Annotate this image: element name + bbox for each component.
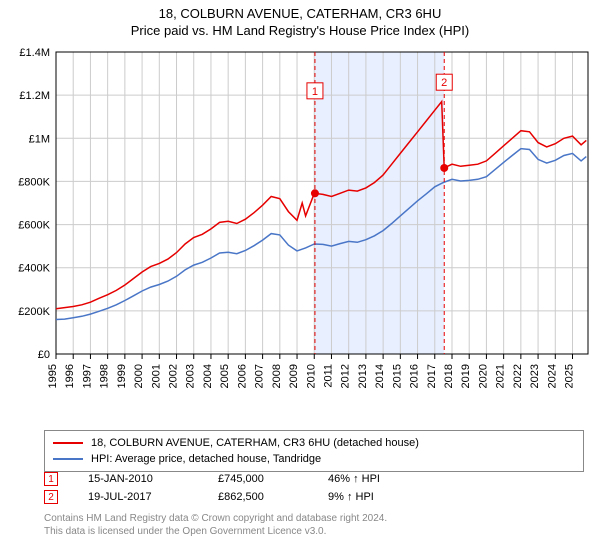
svg-text:2003: 2003	[185, 364, 197, 388]
chart-svg: £0 £200K £400K £600K £800K £1M £1.2M £1.4M 1995 1…	[8, 44, 592, 424]
svg-text:1996: 1996	[64, 364, 76, 388]
transaction-price-2: £862,500	[218, 491, 328, 503]
svg-text:2008: 2008	[271, 364, 283, 388]
transaction-pct-1: 46% ↑ HPI	[328, 473, 448, 485]
title-address: 18, COLBURN AVENUE, CATERHAM, CR3 6HU	[0, 6, 600, 21]
title-block: 18, COLBURN AVENUE, CATERHAM, CR3 6HU Pr…	[0, 0, 600, 38]
svg-text:2021: 2021	[495, 364, 507, 388]
svg-text:2006: 2006	[236, 364, 248, 388]
svg-text:2025: 2025	[564, 364, 576, 388]
transaction-row-2: 2 19-JUL-2017 £862,500 9% ↑ HPI	[44, 488, 584, 506]
svg-text:2000: 2000	[133, 364, 145, 388]
svg-text:£1.4M: £1.4M	[19, 47, 50, 59]
svg-text:2010: 2010	[305, 364, 317, 388]
transaction-marker-2-num: 2	[48, 492, 54, 503]
svg-text:2: 2	[441, 77, 447, 89]
svg-text:1997: 1997	[81, 364, 93, 388]
svg-text:1: 1	[312, 86, 318, 98]
transactions-table: 1 15-JAN-2010 £745,000 46% ↑ HPI 2 19-JU…	[44, 470, 584, 506]
svg-text:2007: 2007	[254, 364, 266, 388]
svg-text:2017: 2017	[426, 364, 438, 388]
svg-text:2023: 2023	[529, 364, 541, 388]
svg-text:2004: 2004	[202, 364, 214, 388]
transaction-date-1: 15-JAN-2010	[88, 473, 218, 485]
svg-text:£0: £0	[38, 349, 50, 361]
transaction-row-1: 1 15-JAN-2010 £745,000 46% ↑ HPI	[44, 470, 584, 488]
svg-text:2009: 2009	[288, 364, 300, 388]
svg-text:2002: 2002	[168, 364, 180, 388]
footnote-line2: This data is licensed under the Open Gov…	[44, 525, 584, 538]
svg-text:£1.2M: £1.2M	[19, 90, 50, 102]
svg-text:2015: 2015	[391, 364, 403, 388]
svg-text:2012: 2012	[340, 364, 352, 388]
transaction-marker-1-num: 1	[48, 474, 54, 485]
svg-text:2016: 2016	[409, 364, 421, 388]
svg-text:2011: 2011	[322, 364, 334, 388]
svg-text:1995: 1995	[47, 364, 59, 388]
svg-text:2019: 2019	[460, 364, 472, 388]
svg-text:2014: 2014	[374, 364, 386, 388]
svg-text:£600K: £600K	[18, 220, 50, 232]
footnote: Contains HM Land Registry data © Crown c…	[44, 512, 584, 538]
legend-label-property: 18, COLBURN AVENUE, CATERHAM, CR3 6HU (d…	[91, 437, 419, 449]
transaction-date-2: 19-JUL-2017	[88, 491, 218, 503]
svg-text:1998: 1998	[99, 364, 111, 388]
legend-swatch-property	[53, 442, 83, 444]
transaction-marker-2: 2	[44, 490, 58, 504]
legend-box: 18, COLBURN AVENUE, CATERHAM, CR3 6HU (d…	[44, 430, 584, 472]
legend-label-hpi: HPI: Average price, detached house, Tand…	[91, 453, 321, 465]
legend-row-property: 18, COLBURN AVENUE, CATERHAM, CR3 6HU (d…	[53, 435, 575, 451]
svg-text:£400K: £400K	[18, 263, 50, 275]
svg-text:£800K: £800K	[18, 176, 50, 188]
svg-text:2005: 2005	[219, 364, 231, 388]
svg-text:2022: 2022	[512, 364, 524, 388]
svg-text:1999: 1999	[116, 364, 128, 388]
chart-area: £0 £200K £400K £600K £800K £1M £1.2M £1.4M 1995 1…	[8, 44, 592, 424]
svg-text:£200K: £200K	[18, 306, 50, 318]
svg-text:2001: 2001	[150, 364, 162, 388]
svg-text:2013: 2013	[357, 364, 369, 388]
chart-container: 18, COLBURN AVENUE, CATERHAM, CR3 6HU Pr…	[0, 0, 600, 560]
legend-swatch-hpi	[53, 458, 83, 460]
svg-text:2018: 2018	[443, 364, 455, 388]
svg-text:2024: 2024	[546, 364, 558, 388]
footnote-line1: Contains HM Land Registry data © Crown c…	[44, 512, 584, 525]
svg-text:£1M: £1M	[29, 133, 50, 145]
title-subtitle: Price paid vs. HM Land Registry's House …	[0, 23, 600, 38]
transaction-marker-1: 1	[44, 472, 58, 486]
transaction-price-1: £745,000	[218, 473, 328, 485]
legend-row-hpi: HPI: Average price, detached house, Tand…	[53, 451, 575, 467]
svg-text:2020: 2020	[477, 364, 489, 388]
transaction-pct-2: 9% ↑ HPI	[328, 491, 448, 503]
